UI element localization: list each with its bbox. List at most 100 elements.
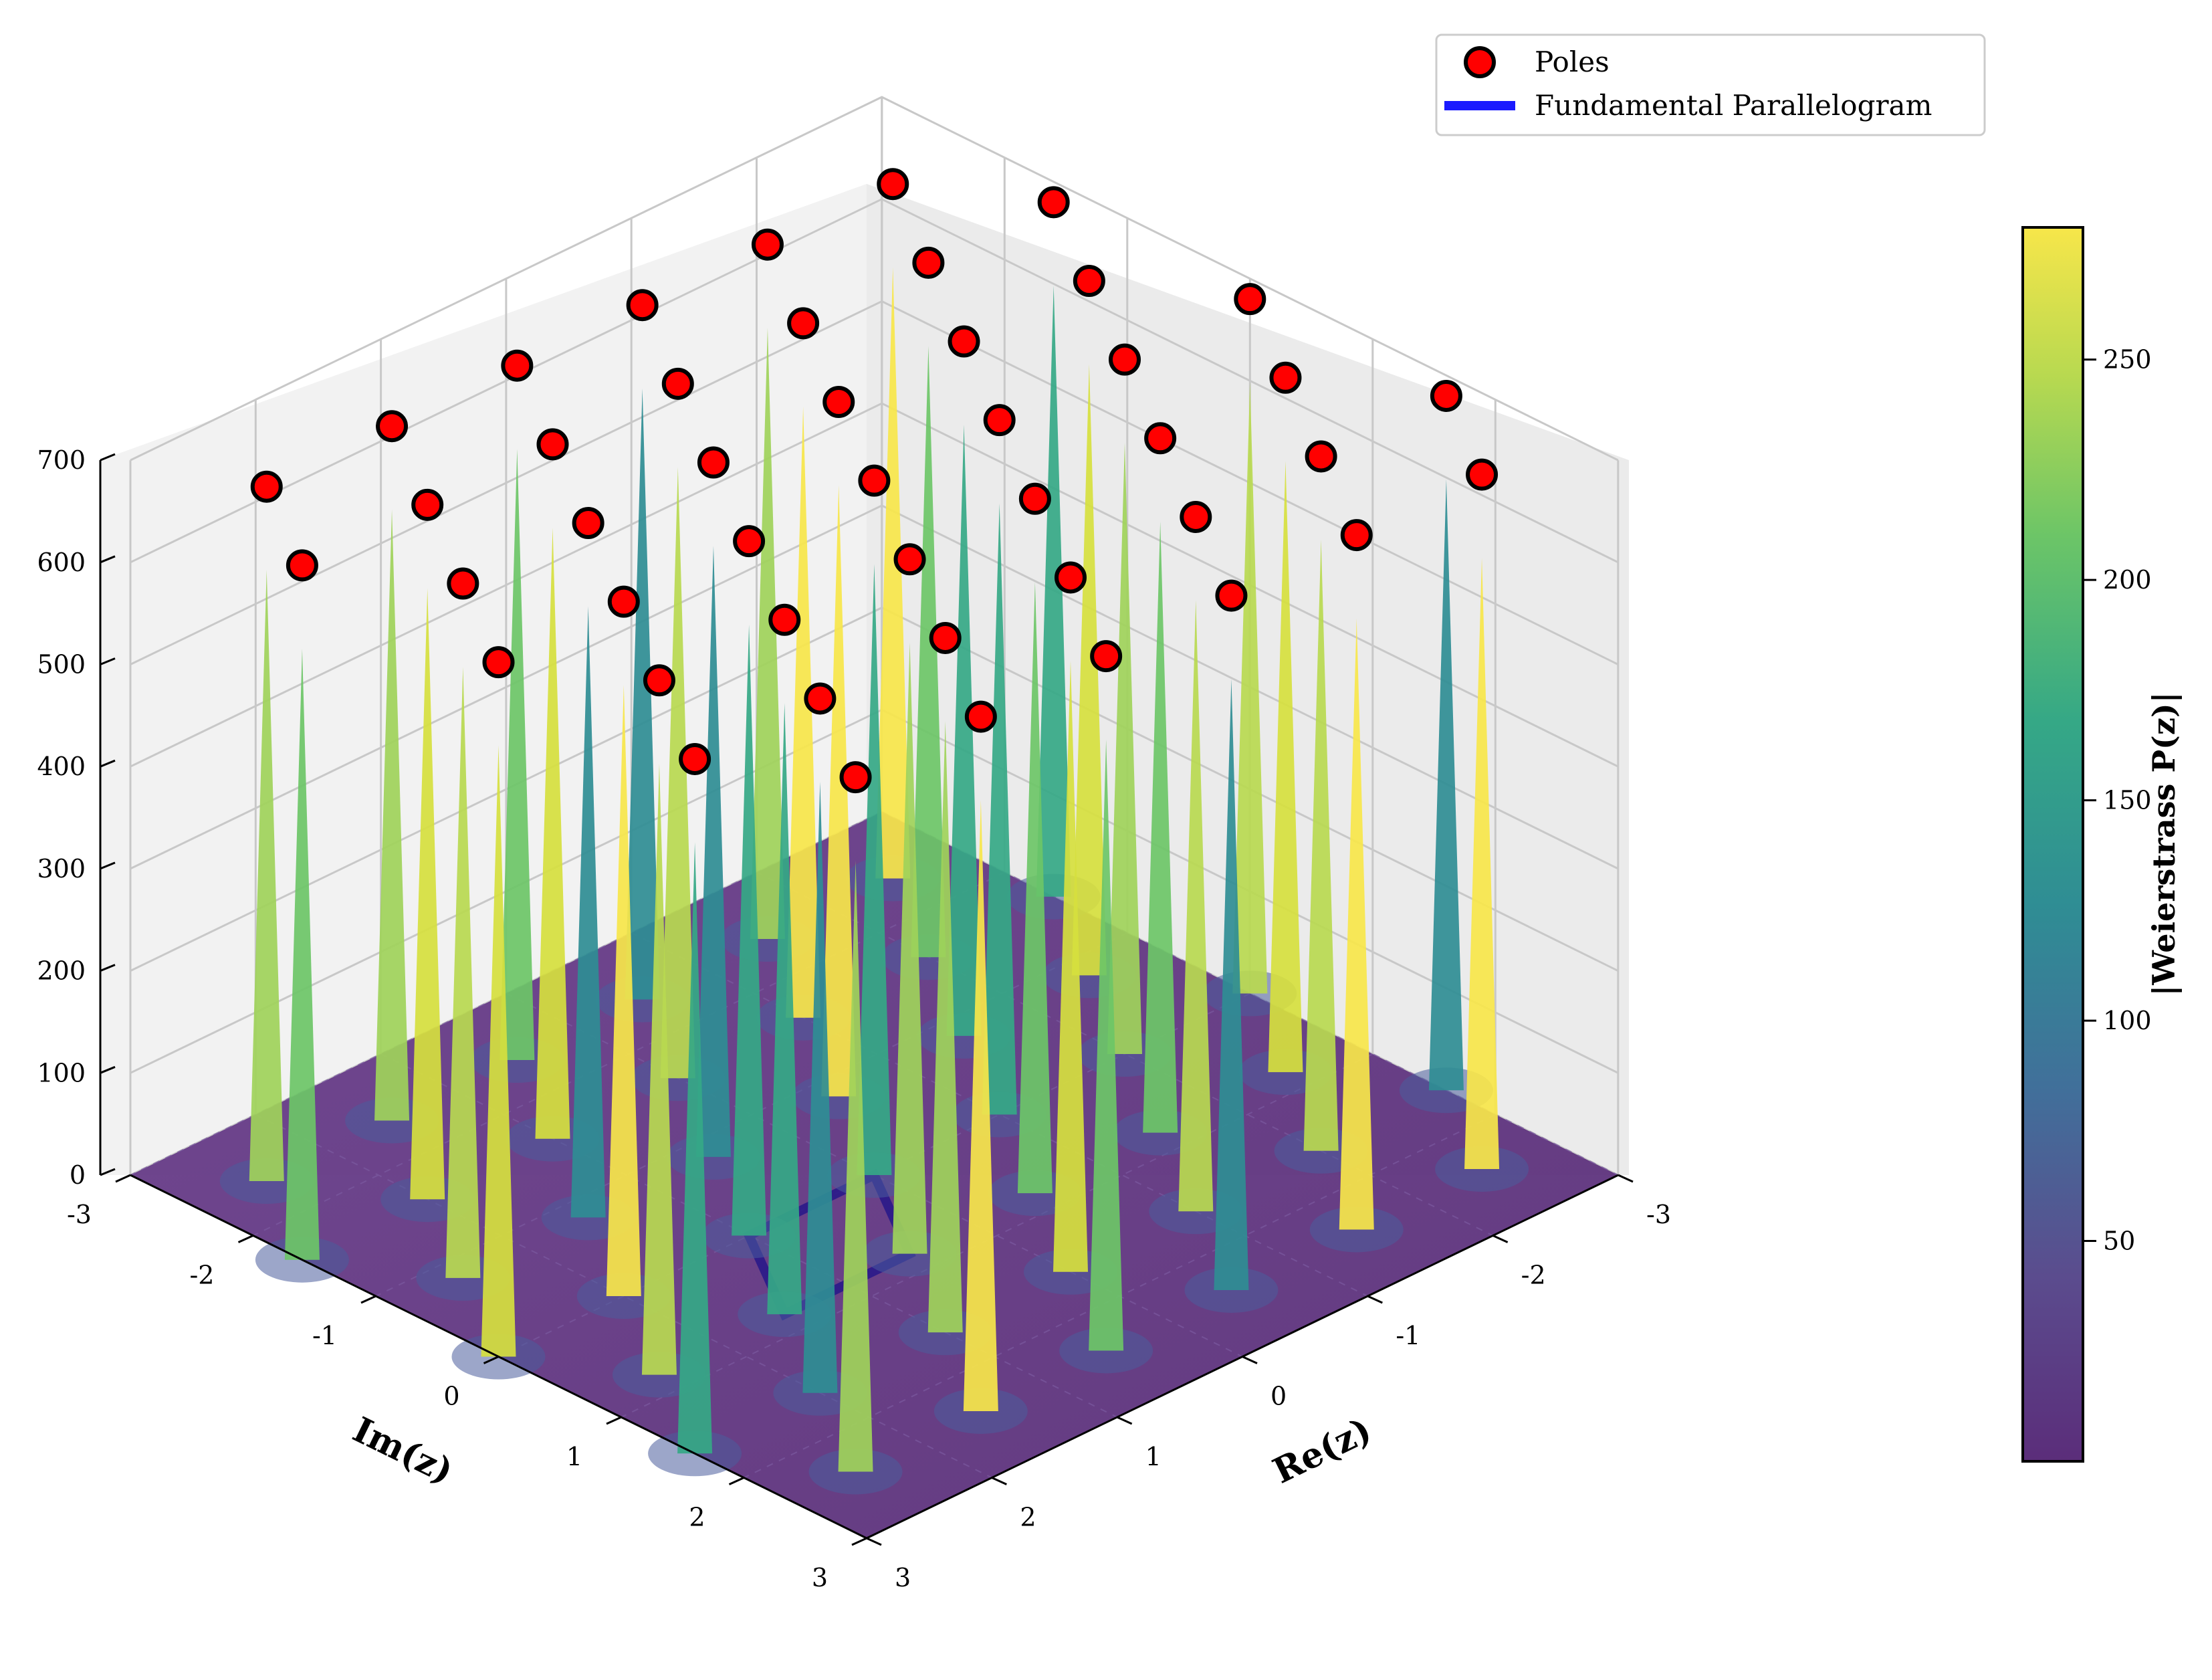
pole-spike: [374, 509, 410, 1121]
z-tick-label: 500: [37, 650, 86, 679]
colorbar-tick-label: 100: [2103, 1006, 2152, 1035]
z-tick-label: 300: [37, 854, 86, 883]
im-tick: [115, 1174, 131, 1183]
pole-marker: [912, 246, 945, 279]
im-tick: [360, 1295, 376, 1304]
z-tick: [100, 657, 116, 665]
pole-spike: [1303, 540, 1339, 1151]
im-tick: [728, 1477, 745, 1485]
z-tick: [100, 453, 116, 461]
pole-marker: [250, 470, 283, 503]
colorbar-ticks: 50 100 150 200 250: [2083, 345, 2152, 1256]
pole-spike: [535, 527, 570, 1139]
pole-marker: [572, 506, 604, 539]
im-tick: [851, 1537, 867, 1546]
re-tick-label: 3: [895, 1563, 911, 1592]
pole-spike: [695, 546, 731, 1157]
colorbar-title: |Weierstrass P(z)|: [2146, 692, 2182, 996]
re-tick-label: -1: [1396, 1321, 1420, 1350]
pole-spike: [1036, 285, 1071, 897]
pole-spike: [606, 685, 641, 1296]
pole-marker: [751, 228, 784, 261]
pole-spike: [1428, 479, 1464, 1091]
pole-spike: [500, 449, 535, 1061]
pole-marker: [1466, 458, 1499, 491]
pole-spike: [677, 842, 713, 1454]
im-tick-label: 3: [812, 1563, 828, 1592]
colorbar: 50 100 150 200 250 |Weierstrass P(z)|: [2021, 226, 2182, 1463]
re-tick-label: 0: [1270, 1382, 1287, 1411]
legend-parallelogram-label: Fundamental Parallelogram: [1535, 89, 1932, 122]
colorbar-tick-label: 150: [2103, 786, 2152, 815]
pole-spike: [1464, 558, 1500, 1169]
pole-marker: [1340, 519, 1373, 552]
pole-marker: [804, 682, 837, 715]
legend: Poles Fundamental Parallelogram: [1435, 33, 1986, 136]
re-tick-label: -3: [1646, 1200, 1671, 1229]
pole-marker: [768, 603, 801, 636]
pole-spike: [838, 860, 873, 1472]
re-tick-label: 2: [1020, 1503, 1036, 1532]
z-tick: [100, 861, 116, 870]
pole-marker: [1090, 640, 1123, 673]
im-tick-label: -3: [67, 1200, 92, 1229]
pole-marker: [964, 700, 997, 733]
pole-marker: [501, 349, 534, 382]
pole-marker: [929, 621, 962, 654]
re-tick: [1117, 1416, 1133, 1425]
pole-marker: [1180, 500, 1212, 533]
pole-marker: [376, 410, 409, 443]
pole-marker: [286, 549, 318, 582]
colorbar-tick-label: 50: [2103, 1227, 2135, 1256]
re-tick-label: 1: [1145, 1442, 1162, 1471]
pole-spike: [625, 388, 660, 1000]
x-axis-title: Re(z): [1266, 1410, 1377, 1492]
z-tick: [100, 1065, 116, 1074]
pole-marker: [877, 168, 909, 201]
pole-marker: [643, 664, 675, 697]
im-tick-label: 2: [689, 1503, 705, 1532]
pole-marker: [411, 488, 444, 521]
pole-spike: [802, 782, 838, 1393]
pole-spike: [821, 485, 857, 1097]
pole-spike: [750, 328, 785, 940]
z-tick: [100, 555, 116, 564]
floor-gridline: [621, 1053, 1373, 1418]
y-axis-title: Im(z): [346, 1409, 459, 1492]
pole-spike: [946, 425, 982, 1036]
im-tick: [606, 1416, 622, 1425]
z-tick-label: 600: [37, 548, 86, 577]
im-tick-label: -2: [189, 1261, 214, 1290]
pole-spike: [911, 346, 946, 958]
re-tick: [866, 1537, 882, 1546]
colorbar-tick-label: 200: [2103, 565, 2152, 595]
z-tick-label: 0: [70, 1160, 86, 1190]
pole-marker: [1144, 422, 1177, 455]
legend-poles-marker: [1464, 46, 1496, 78]
pole-marker: [1073, 264, 1105, 297]
pole-marker: [1018, 482, 1051, 515]
pole-spike: [445, 667, 481, 1278]
pole-spike: [1017, 582, 1053, 1194]
pole-marker: [1269, 361, 1302, 394]
pole-marker: [983, 404, 1016, 437]
pole-spike: [875, 267, 911, 879]
colorbar-tick-label: 250: [2103, 345, 2152, 375]
pole-markers: [250, 168, 1499, 794]
pole-marker: [1109, 343, 1141, 376]
pole-marker: [1430, 379, 1462, 412]
re-tick: [1492, 1235, 1509, 1243]
pole-spike: [641, 763, 677, 1375]
pole-spike: [786, 406, 821, 1018]
im-tick-label: 0: [443, 1382, 459, 1411]
pole-marker: [447, 567, 479, 600]
re-tick-label: -2: [1521, 1261, 1546, 1290]
im-tick: [237, 1235, 254, 1243]
colorbar-gradient: [2021, 226, 2084, 1463]
z-tick: [100, 964, 116, 972]
pole-marker: [858, 464, 891, 497]
pole-marker: [1037, 186, 1070, 219]
pole-spike: [1089, 739, 1124, 1351]
pole-spike: [284, 648, 320, 1260]
